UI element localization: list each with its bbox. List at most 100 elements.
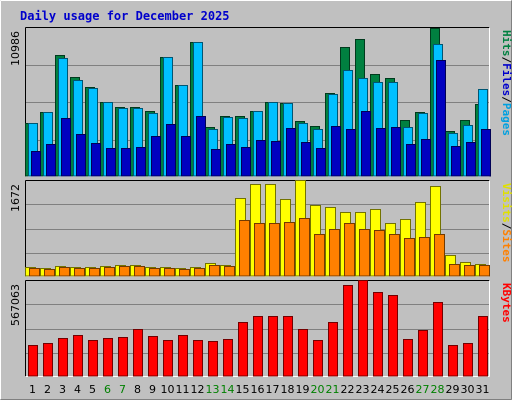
bar-kbytes-day-13 [208, 341, 218, 377]
bar-pages-day-17 [271, 141, 281, 177]
bar-sites-day-7 [119, 266, 130, 277]
bar-pages-day-20 [316, 148, 326, 177]
x-tick-day-3: 3 [59, 383, 66, 396]
x-tick-day-4: 4 [74, 383, 81, 396]
bar-pages-day-7 [121, 148, 131, 177]
bar-sites-day-6 [104, 267, 115, 277]
bar-sites-day-12 [194, 268, 205, 277]
panel-3-y-max-label: 567063 [9, 284, 22, 326]
bar-sites-day-26 [404, 238, 415, 277]
x-tick-day-13: 13 [206, 383, 220, 396]
legend-separator: / [500, 223, 512, 230]
bar-kbytes-day-25 [388, 295, 398, 377]
bar-pages-day-8 [136, 147, 146, 177]
panel-1-y-max-label: 10986 [9, 31, 22, 66]
x-tick-day-12: 12 [191, 383, 205, 396]
bar-kbytes-day-7 [118, 337, 128, 377]
x-tick-day-5: 5 [89, 383, 96, 396]
chart-title: Daily usage for December 2025 [20, 9, 230, 23]
bar-kbytes-day-24 [373, 292, 383, 377]
bar-pages-day-18 [286, 128, 296, 177]
panel-2-legend: Visits/Sites [500, 183, 512, 263]
legend-text: Visits/Sites [500, 183, 512, 263]
x-tick-day-28: 28 [431, 383, 445, 396]
x-tick-day-20: 20 [311, 383, 325, 396]
bar-pages-day-24 [376, 128, 386, 177]
bar-pages-day-11 [181, 136, 191, 177]
bar-sites-day-13 [209, 265, 220, 277]
bar-kbytes-day-31 [478, 316, 488, 377]
bar-sites-day-27 [419, 237, 430, 277]
x-tick-day-16: 16 [251, 383, 265, 396]
bar-pages-day-16 [256, 140, 266, 177]
legend-item-files: Files [500, 63, 512, 96]
bar-kbytes-day-22 [343, 285, 353, 377]
bar-sites-day-29 [449, 264, 460, 277]
bar-kbytes-day-19 [298, 329, 308, 377]
legend-item-sites: Sites [500, 229, 512, 262]
x-tick-day-6: 6 [104, 383, 111, 396]
bar-sites-day-20 [314, 234, 325, 277]
legend-item-visits: Visits [500, 183, 512, 223]
bar-kbytes-day-18 [283, 316, 293, 377]
bar-sites-day-2 [44, 269, 55, 277]
bar-sites-day-23 [359, 229, 370, 277]
bar-kbytes-day-6 [103, 338, 113, 377]
bar-kbytes-day-20 [313, 340, 323, 377]
bar-pages-day-23 [361, 111, 371, 177]
bar-kbytes-day-28 [433, 302, 443, 377]
legend-item-kbytes: KBytes [500, 283, 512, 323]
bar-pages-day-10 [166, 124, 176, 177]
legend-text: Hits/Files/Pages [500, 30, 512, 136]
x-tick-day-24: 24 [371, 383, 385, 396]
bar-sites-day-1 [29, 268, 40, 277]
bar-pages-day-12 [196, 116, 206, 177]
x-tick-day-18: 18 [281, 383, 295, 396]
bar-pages-day-5 [91, 143, 101, 177]
bar-sites-day-16 [254, 223, 265, 277]
bar-sites-day-9 [149, 268, 160, 277]
bar-pages-day-28 [436, 60, 446, 177]
bar-sites-day-5 [89, 268, 100, 277]
series-pages [31, 60, 491, 177]
x-tick-day-26: 26 [401, 383, 415, 396]
x-tick-day-17: 17 [266, 383, 280, 396]
x-tick-day-15: 15 [236, 383, 250, 396]
bar-pages-day-1 [31, 151, 41, 177]
bar-pages-day-13 [211, 149, 221, 177]
bar-sites-day-4 [74, 268, 85, 277]
bar-sites-day-22 [344, 223, 355, 277]
bar-pages-day-21 [331, 126, 341, 177]
bar-sites-day-10 [164, 268, 175, 277]
panel-3: 567063 KBytes [9, 280, 512, 377]
x-axis-tick-labels: 1 2 3 4 5 6 7 8 9 10 11 12 13 14 15 16 17 18 19 20 21 22 23 24 2… [29, 383, 490, 396]
bar-kbytes-day-1 [28, 345, 38, 377]
bar-sites-day-19 [299, 218, 310, 277]
x-tick-day-29: 29 [446, 383, 460, 396]
x-tick-day-25: 25 [386, 383, 400, 396]
bar-sites-day-28 [434, 234, 445, 277]
x-tick-day-19: 19 [296, 383, 310, 396]
bar-sites-day-8 [134, 266, 145, 277]
legend-separator: / [500, 57, 512, 64]
bar-kbytes-day-14 [223, 339, 233, 377]
legend-separator: / [500, 96, 512, 103]
bar-pages-day-27 [421, 139, 431, 177]
bar-pages-day-25 [391, 127, 401, 177]
bar-pages-day-4 [76, 134, 86, 177]
bar-kbytes-day-10 [163, 340, 173, 377]
bar-pages-day-29 [451, 146, 461, 177]
x-tick-day-23: 23 [356, 383, 370, 396]
bar-sites-day-31 [479, 265, 490, 277]
bar-kbytes-day-21 [328, 322, 338, 377]
x-tick-day-10: 10 [161, 383, 175, 396]
bar-kbytes-day-17 [268, 316, 278, 377]
bar-sites-day-24 [374, 230, 385, 277]
bar-kbytes-day-29 [448, 345, 458, 377]
bar-sites-day-11 [179, 269, 190, 277]
bar-sites-day-18 [284, 222, 295, 277]
bar-sites-day-15 [239, 220, 250, 277]
bar-pages-day-2 [46, 144, 56, 177]
x-tick-day-27: 27 [416, 383, 430, 396]
